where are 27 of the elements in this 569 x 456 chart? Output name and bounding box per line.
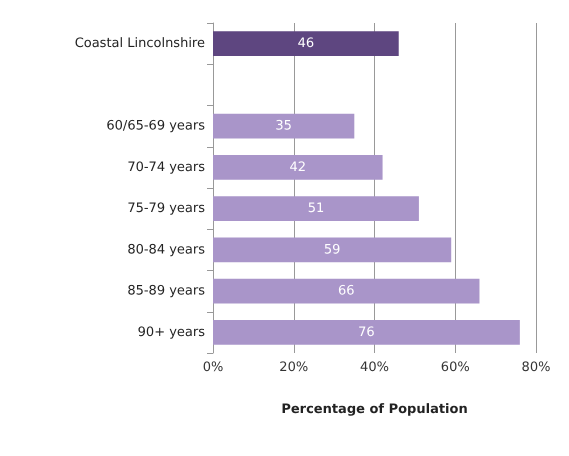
- bar: [213, 238, 452, 262]
- bar: [213, 31, 399, 56]
- x-tick-label: 40%: [360, 360, 389, 375]
- y-tick-label: 60/65-69 years: [106, 118, 206, 134]
- y-tick-label: 90+ years: [138, 324, 206, 340]
- bar: [213, 320, 520, 345]
- data-label: 46: [298, 36, 314, 52]
- data-label: 51: [308, 201, 324, 216]
- y-tick-label: 80-84 years: [127, 242, 206, 258]
- data-label: 76: [358, 324, 375, 340]
- x-tick-label: 80%: [522, 360, 550, 375]
- data-label: 66: [338, 284, 355, 299]
- data-label: 59: [324, 242, 340, 258]
- bar: [213, 278, 480, 304]
- bar: [213, 196, 419, 221]
- x-tick-label: 0%: [202, 360, 224, 375]
- data-label: 42: [290, 160, 306, 175]
- y-tick-label: 70-74 years: [127, 160, 206, 175]
- x-tick-label: 20%: [279, 360, 308, 375]
- data-label: 35: [275, 118, 292, 134]
- bar: [213, 155, 383, 180]
- y-tick-label: Coastal Lincolnshire: [74, 36, 205, 52]
- y-tick-label: 85-89 years: [127, 284, 206, 299]
- x-axis-title: Percentage of Population: [281, 402, 468, 417]
- x-tick-label: 60%: [440, 360, 470, 375]
- bar: [213, 114, 354, 138]
- y-tick-label: 75-79 years: [127, 201, 206, 216]
